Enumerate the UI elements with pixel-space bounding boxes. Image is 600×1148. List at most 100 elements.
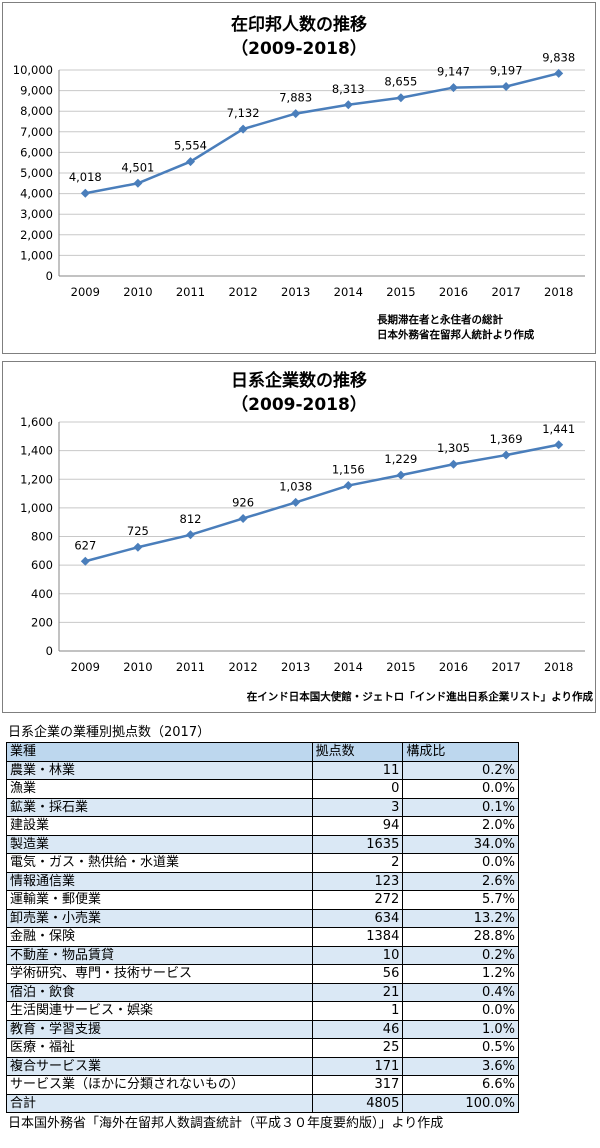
data-label: 4,018: [69, 170, 102, 184]
chart-title: 日系企業数の推移: [231, 370, 367, 391]
x-tick-label: 2010: [123, 285, 152, 299]
data-label: 7,883: [279, 91, 312, 105]
chart-subtitle: （2009-2018）: [231, 394, 367, 415]
table-body: 農業・林業 11 0.2% 漁業 0 0.0% 鉱業・採石業 3 0.1% 建設業 94 2.0% 製造…: [6, 760, 519, 1113]
count-cell: 2: [311, 853, 404, 873]
data-point: [396, 470, 406, 480]
industry-cell: 学術研究、専門・技術サービス: [6, 964, 313, 984]
ratio-cell: 0.0%: [402, 779, 519, 799]
data-label: 8,313: [332, 82, 365, 96]
count-cell: 171: [311, 1056, 404, 1076]
data-point: [80, 188, 90, 198]
count-cell: 3: [311, 797, 404, 817]
industry-cell: 農業・林業: [6, 760, 313, 780]
x-tick-label: 2018: [544, 285, 573, 299]
table-source-note: 日本国外務省「海外在留邦人数調査統計（平成３０年度要約版）」より作成: [8, 1116, 444, 1131]
ratio-cell: 0.5%: [402, 1038, 519, 1058]
table-row: 教育・学習支援 46 1.0%: [6, 1019, 519, 1039]
table-row: 農業・林業 11 0.2%: [6, 760, 519, 780]
industry-cell: 教育・学習支援: [6, 1019, 313, 1039]
header-count: 拠点数: [311, 742, 404, 762]
industry-cell: 宿泊・飲食: [6, 982, 313, 1002]
data-point: [80, 556, 90, 566]
industry-cell: 卸売業・小売業: [6, 908, 313, 928]
chart-title: 在印邦人数の推移: [231, 14, 367, 35]
table-row: 金融・保険 1384 28.8%: [6, 927, 519, 947]
ratio-cell: 5.7%: [402, 890, 519, 910]
x-tick-label: 2015: [386, 660, 415, 674]
data-point: [133, 542, 143, 552]
residents-line-chart: 在印邦人数の推移 （2009-2018） 0 1,000 2,000 3,000 4,000…: [13, 14, 585, 341]
y-tick-label: 0: [46, 644, 53, 658]
y-tick-label: 4,000: [20, 187, 53, 201]
data-point: [133, 178, 143, 188]
count-cell: 56: [311, 964, 404, 984]
data-point: [238, 124, 248, 134]
table-row: 建設業 94 2.0%: [6, 816, 519, 836]
data-label: 9,197: [490, 64, 523, 78]
y-tick-label: 1,000: [20, 501, 53, 515]
table-row: 製造業 1635 34.0%: [6, 834, 519, 854]
table-row: 学術研究、専門・技術サービス 56 1.2%: [6, 964, 519, 984]
count-cell: 10: [311, 945, 404, 965]
industry-cell: 製造業: [6, 834, 313, 854]
table-row: 電気・ガス・熱供給・水道業 2 0.0%: [6, 853, 519, 873]
data-point: [449, 459, 458, 469]
x-tick-label: 2016: [439, 660, 468, 674]
data-label: 5,554: [174, 139, 207, 153]
data-point: [343, 100, 353, 110]
x-tick-label: 2010: [123, 660, 152, 674]
x-tick-label: 2011: [176, 285, 205, 299]
ratio-cell: 6.6%: [402, 1075, 519, 1095]
industry-cell: サービス業（ほかに分類されないもの）: [6, 1075, 313, 1095]
count-cell: 317: [311, 1075, 404, 1095]
count-cell: 1635: [311, 834, 404, 854]
industry-cell: 電気・ガス・熱供給・水道業: [6, 853, 313, 873]
header-industry: 業種: [6, 742, 313, 762]
count-cell: 21: [311, 982, 404, 1002]
data-label: 812: [180, 512, 202, 526]
ratio-cell: 28.8%: [402, 927, 519, 947]
x-tick-label: 2015: [386, 285, 415, 299]
y-tick-label: 2,000: [20, 228, 53, 242]
ratio-cell: 1.2%: [402, 964, 519, 984]
ratio-cell: 13.2%: [402, 908, 519, 928]
data-label: 926: [232, 495, 254, 509]
y-tick-label: 1,600: [20, 415, 53, 429]
data-point: [554, 68, 564, 78]
industry-cell: 情報通信業: [6, 871, 313, 891]
ratio-cell: 1.0%: [402, 1019, 519, 1039]
x-tick-label: 2017: [491, 285, 520, 299]
series-line: [84, 443, 559, 563]
data-label: 9,147: [437, 65, 470, 79]
data-point: [554, 440, 564, 450]
x-tick-label: 2014: [334, 660, 363, 674]
data-point: [291, 109, 301, 119]
y-tick-label: 3,000: [20, 207, 53, 221]
data-point: [343, 481, 353, 491]
data-label: 4,501: [121, 160, 154, 174]
table-row: 卸売業・小売業 634 13.2%: [6, 908, 519, 928]
industry-cell: 医療・福祉: [6, 1038, 313, 1058]
industry-cell: 複合サービス業: [6, 1056, 313, 1076]
industry-table: 業種 拠点数 構成比 農業・林業 11 0.2% 漁業 0 0.0% 鉱業・採石業 3 0.1%…: [6, 742, 519, 1113]
count-cell: 272: [311, 890, 404, 910]
data-label: 1,369: [490, 432, 523, 446]
data-label: 1,441: [542, 422, 575, 436]
data-label: 9,838: [542, 50, 575, 64]
industry-cell: 建設業: [6, 816, 313, 836]
industry-cell: 鉱業・採石業: [6, 797, 313, 817]
x-tick-label: 2017: [491, 660, 520, 674]
companies-line-chart: 日系企業数の推移 （2009-2018） 0 200 400 600 800 1,000 1,2…: [20, 370, 593, 703]
count-cell: 25: [311, 1038, 404, 1058]
table-row: 情報通信業 123 2.6%: [6, 871, 519, 891]
table-row: 漁業 0 0.0%: [6, 779, 519, 799]
y-tick-label: 1,400: [20, 444, 53, 458]
x-tick-label: 2018: [544, 660, 573, 674]
y-tick-label: 400: [31, 587, 53, 601]
series-line: [85, 72, 560, 195]
chart-panel-companies: 日系企業数の推移 （2009-2018） 0 200 400 600 800 1,000 1,2…: [2, 361, 596, 713]
x-tick-label: 2013: [281, 660, 310, 674]
industry-cell: 漁業: [6, 779, 313, 799]
data-label: 7,132: [227, 106, 260, 120]
